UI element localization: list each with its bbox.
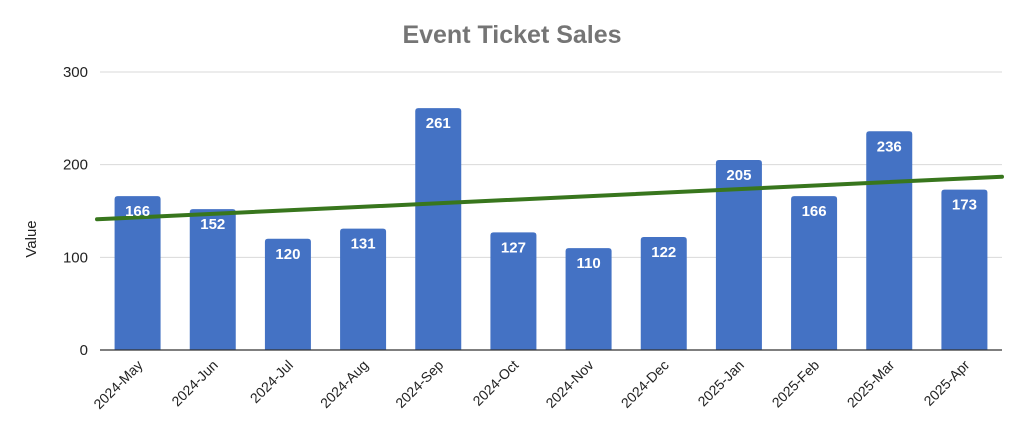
x-tick-label: 2024-Nov [542, 357, 596, 411]
data-labels: 166 152 120 131 261 127 110 122 205 166 236 173 [125, 115, 977, 272]
y-axis-ticks: 0 100 200 300 [63, 64, 88, 359]
bar-value-label: 152 [200, 216, 225, 233]
trendline-group [95, 174, 1004, 222]
x-axis-ticks: 2024-May 2024-Jun 2024-Jul 2024-Aug 2024-Sep… [90, 357, 972, 413]
y-tick-label: 0 [80, 342, 88, 359]
x-tick-label: 2024-Jul [247, 357, 296, 406]
bar [640, 236, 687, 350]
x-tick-label: 2025-Mar [844, 357, 898, 411]
bar [715, 160, 762, 350]
bar [791, 196, 838, 350]
chart-title: Event Ticket Sales [402, 21, 621, 49]
bars [114, 108, 988, 350]
trendline [95, 174, 1004, 222]
bar [490, 232, 537, 350]
y-tick-label: 200 [63, 157, 88, 174]
bar [866, 131, 913, 350]
x-tick-label: 2024-Dec [618, 357, 672, 411]
x-tick-label: 2025-Jan [694, 357, 747, 410]
y-tick-label: 100 [63, 249, 88, 266]
x-tick-label: 2024-Aug [317, 357, 371, 411]
bar-value-label: 261 [426, 115, 451, 132]
bar [189, 209, 236, 350]
bar-value-label: 110 [576, 255, 600, 272]
y-axis-label: Value [23, 220, 40, 257]
bar-value-label: 205 [726, 167, 751, 184]
x-tick-label: 2024-Jun [168, 357, 221, 410]
gridlines [100, 71, 1002, 258]
bar-value-label: 173 [952, 197, 977, 214]
bar-value-label: 166 [125, 203, 150, 220]
x-tick-label: 2024-Oct [469, 357, 521, 409]
bar-value-label: 236 [877, 138, 902, 155]
bar [114, 196, 161, 350]
bar-value-label: 166 [802, 203, 827, 220]
x-tick-label: 2024-Sep [392, 357, 446, 411]
bar [415, 108, 462, 350]
y-tick-label: 300 [63, 64, 88, 81]
x-tick-label: 2024-May [90, 357, 145, 412]
bar [941, 189, 988, 350]
bar-value-label: 122 [651, 244, 676, 261]
bar-value-label: 127 [501, 239, 526, 256]
bar [565, 248, 612, 350]
x-tick-label: 2025-Apr [920, 357, 972, 409]
x-tick-label: 2025-Feb [769, 357, 823, 411]
bar [340, 228, 387, 350]
bar [264, 238, 311, 350]
bar-value-label: 120 [275, 246, 300, 263]
bar-value-label: 131 [351, 236, 376, 253]
